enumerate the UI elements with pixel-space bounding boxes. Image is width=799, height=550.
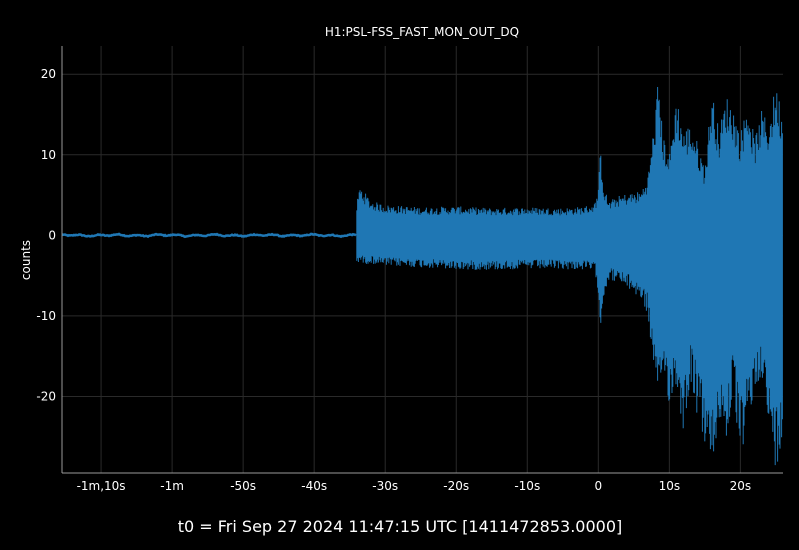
series-noise-envelope <box>356 87 783 466</box>
y-axis-title: counts <box>19 240 33 280</box>
x-tick-label: 20s <box>730 479 752 493</box>
x-tick-label: 0 <box>594 479 602 493</box>
tick-labels: -1m,10s -1m -50s -40s -30s -20s -10s 0 10s 20s 20 1… <box>36 67 751 493</box>
x-tick-label: -50s <box>230 479 256 493</box>
x-tick-label: -40s <box>301 479 327 493</box>
x-tick-label: -30s <box>372 479 398 493</box>
y-tick-label: 0 <box>48 228 56 242</box>
series-0 <box>61 87 783 466</box>
y-tick-label: 20 <box>41 67 56 81</box>
axes <box>61 46 783 474</box>
series-quiet-trace <box>61 232 357 239</box>
y-tick-label: -20 <box>36 389 56 403</box>
series-layer <box>61 87 783 466</box>
x-tick-label: 10s <box>659 479 681 493</box>
x-tick-label: -1m,10s <box>77 479 126 493</box>
x-tick-label: -1m <box>160 479 184 493</box>
x-tick-label: -20s <box>443 479 469 493</box>
chart-title: H1:PSL-FSS_FAST_MON_OUT_DQ <box>325 25 519 39</box>
x-tick-label: -10s <box>514 479 540 493</box>
y-tick-label: -10 <box>36 309 56 323</box>
x-axis-title: t0 = Fri Sep 27 2024 11:47:15 UTC [14114… <box>178 517 623 536</box>
y-tick-label: 10 <box>41 148 56 162</box>
